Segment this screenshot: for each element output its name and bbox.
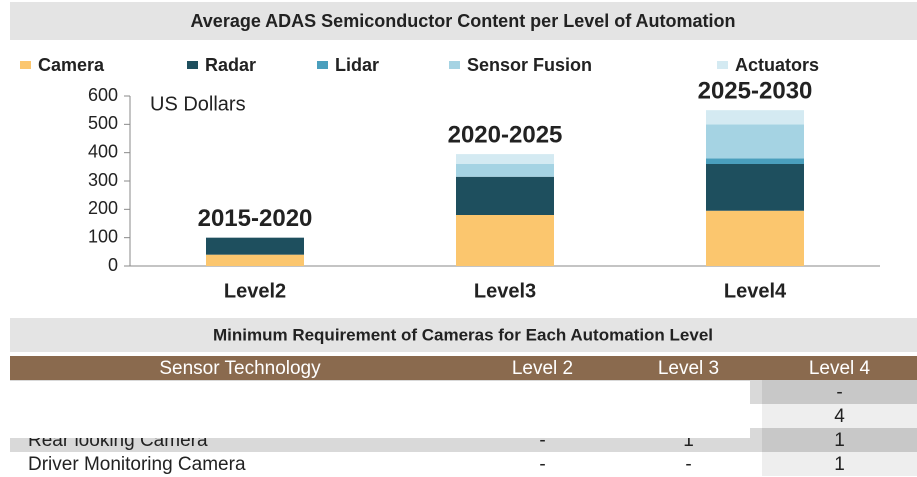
x-tick-label: Level2 <box>224 280 286 302</box>
bar-segment <box>706 210 804 266</box>
y-tick-label: 400 <box>88 141 118 161</box>
table-header-cell: Level 2 <box>512 358 573 379</box>
table-cell: - <box>539 454 545 475</box>
table-cell: 1 <box>683 430 694 451</box>
legend-swatch <box>449 61 460 69</box>
table-cell: - <box>836 382 842 403</box>
table-title: Minimum Requirement of Cameras for Each … <box>213 325 713 344</box>
bar-segment <box>456 215 554 266</box>
y-tick-label: 200 <box>88 198 118 218</box>
bar-segment <box>206 237 304 255</box>
legend-label: Radar <box>205 55 256 75</box>
table-cell: 1 <box>834 430 845 451</box>
bar-segment <box>456 164 554 177</box>
legend-swatch <box>717 61 728 69</box>
bar-segment <box>206 254 304 266</box>
bar-annotation: 2025-2030 <box>698 78 813 105</box>
chart-title: Average ADAS Semiconductor Content per L… <box>190 11 735 31</box>
legend-label: Sensor Fusion <box>467 55 592 75</box>
legend-swatch <box>187 61 198 69</box>
bar-annotation: 2015-2020 <box>198 205 313 232</box>
table-col-bg <box>762 380 917 404</box>
title-band <box>10 2 917 40</box>
legend-swatch <box>20 61 31 69</box>
y-tick-label: 600 <box>88 85 118 105</box>
table-col-bg <box>762 428 917 452</box>
bar-segment <box>456 176 554 215</box>
table-cell: - <box>685 454 691 475</box>
redaction <box>10 381 750 438</box>
bar-segment <box>706 164 804 211</box>
chart: Camera Radar Lidar Sensor Fusion Actuators 0 1… <box>20 55 880 302</box>
bar-segment <box>706 124 804 159</box>
table-title-band <box>10 318 917 352</box>
table-cell: 4 <box>834 406 845 427</box>
bar-annotation: 2020-2025 <box>448 121 563 148</box>
table-header-cell: Sensor Technology <box>159 358 321 379</box>
table-col-bg <box>762 452 917 476</box>
x-tick-label: Level3 <box>474 280 536 302</box>
legend-label: Lidar <box>335 55 379 75</box>
legend-label: Camera <box>38 55 105 75</box>
bar-segment <box>706 110 804 125</box>
table-cell: Driver Monitoring Camera <box>28 454 246 475</box>
table-cell: 1 <box>834 454 845 475</box>
table-cell: - <box>539 430 545 451</box>
y-tick-label: 0 <box>108 255 118 275</box>
table-header-bg <box>10 356 917 380</box>
y-tick-label: 500 <box>88 113 118 133</box>
bar-segment <box>706 158 804 164</box>
y-tick-label: 100 <box>88 226 118 246</box>
legend-label: Actuators <box>735 55 819 75</box>
y-axis-label: US Dollars <box>150 93 246 115</box>
bar-segment <box>456 154 554 164</box>
table-header-cell: Level 3 <box>658 358 719 379</box>
table-header-cell: Level 4 <box>809 358 871 379</box>
x-tick-label: Level4 <box>724 280 787 302</box>
y-tick-label: 300 <box>88 170 118 190</box>
table-col-bg <box>762 404 917 428</box>
legend-swatch <box>317 61 328 69</box>
